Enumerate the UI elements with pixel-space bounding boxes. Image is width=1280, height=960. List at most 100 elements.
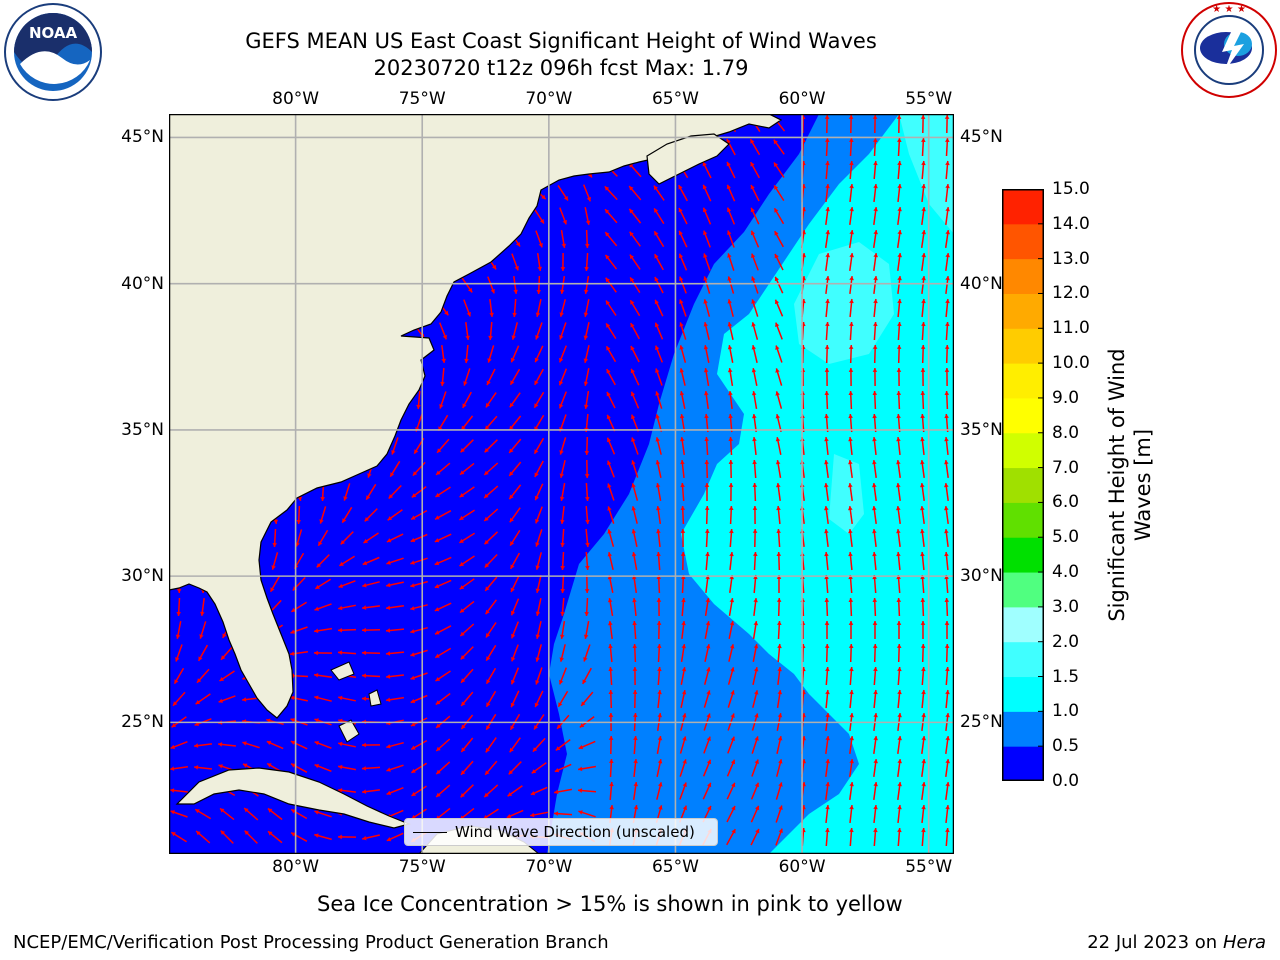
- arrow-head: [534, 357, 539, 363]
- arrow-head: [897, 322, 902, 326]
- arrow-head: [629, 231, 634, 237]
- arrow-head: [176, 589, 182, 593]
- colorbar-tick-label: 8.0: [1052, 422, 1080, 443]
- arrow-head: [678, 230, 683, 236]
- arrow-head: [775, 460, 781, 465]
- arrow-head: [606, 323, 611, 328]
- colorbar-frame: [1002, 189, 1044, 781]
- arrow-head: [514, 266, 519, 271]
- arrow-head: [848, 529, 853, 534]
- arrow-head: [825, 253, 830, 258]
- map-title: GEFS MEAN US East Coast Significant Heig…: [245, 29, 877, 53]
- arrow-head: [434, 560, 440, 566]
- arrow-head: [607, 460, 612, 465]
- arrow-head: [633, 805, 639, 810]
- arrow-head: [586, 196, 591, 202]
- arrow-head: [461, 678, 466, 683]
- arrow-head: [535, 611, 541, 616]
- noaa-logo-icon: NOAA: [4, 3, 102, 101]
- arrow-head: [751, 345, 756, 350]
- arrow-head: [945, 253, 950, 258]
- arrow-head: [872, 529, 877, 534]
- arrow-head: [535, 312, 541, 317]
- arrow-head: [848, 621, 854, 625]
- arrow-head: [585, 244, 590, 248]
- arrow-head: [411, 515, 416, 520]
- arrow-head: [434, 538, 440, 543]
- arrow-head: [340, 540, 345, 545]
- colorbar-tick-label: 9.0: [1052, 387, 1080, 408]
- arrow-head: [656, 552, 661, 557]
- arrow-head: [242, 697, 247, 702]
- arrow-head: [944, 552, 949, 557]
- arrow-head: [873, 805, 878, 810]
- arrow-head: [921, 253, 926, 258]
- arrow-head: [848, 598, 854, 602]
- arrow-head: [515, 242, 520, 247]
- arrow-head: [921, 667, 926, 672]
- arrow-head: [435, 515, 440, 520]
- arrow-head: [460, 631, 465, 636]
- arrow-head: [656, 529, 661, 534]
- arrow-head: [560, 519, 565, 524]
- arrow-head: [848, 506, 853, 511]
- arrow-head: [920, 529, 925, 534]
- arrow-head: [537, 266, 542, 271]
- lon-tick-label: 80°W: [272, 89, 320, 109]
- arrow-head: [558, 380, 564, 386]
- arrow-head: [944, 414, 949, 419]
- arrow-head: [777, 690, 783, 695]
- arrow-head: [489, 312, 494, 317]
- arrow-head: [290, 718, 295, 723]
- arrow-head: [775, 322, 780, 327]
- arrow-head: [510, 380, 515, 385]
- colorbar-tick-label: 10.0: [1052, 353, 1090, 374]
- arrow-head: [920, 115, 926, 119]
- arrow-head: [945, 230, 950, 235]
- arrow-head: [873, 667, 878, 672]
- arrow-head: [219, 677, 224, 681]
- arrow-head: [825, 161, 830, 166]
- arrow-head: [849, 805, 854, 810]
- arrow-head: [849, 828, 854, 833]
- arrow-head: [849, 759, 854, 764]
- lat-tick-label: 35°N: [960, 419, 1003, 440]
- arrow-head: [511, 657, 516, 662]
- arrow-head: [585, 497, 590, 501]
- arrow-head: [291, 763, 296, 768]
- arrow-head: [295, 542, 300, 547]
- arrow-head: [849, 667, 854, 672]
- arrow-head: [752, 437, 757, 442]
- arrow-head: [386, 674, 391, 679]
- arrow-head: [944, 368, 950, 372]
- arrow-head: [583, 634, 589, 639]
- arrow-head: [731, 829, 736, 834]
- arrow-head: [411, 493, 417, 498]
- arrow-head: [534, 472, 539, 477]
- arrow-head: [751, 253, 756, 258]
- arrow-head: [436, 746, 441, 751]
- arrow-head: [682, 713, 687, 718]
- arrow-head: [386, 744, 391, 749]
- arrow-head: [945, 299, 950, 304]
- arrow-head: [170, 810, 175, 815]
- arrow-head: [678, 253, 684, 259]
- arrow-head: [921, 805, 926, 810]
- arrow-head: [921, 207, 926, 212]
- colorbar-tick-label: 13.0: [1052, 248, 1090, 269]
- arrow-head: [848, 437, 853, 442]
- arrow-head: [605, 277, 610, 283]
- arrow-head: [706, 667, 711, 672]
- arrow-head: [707, 782, 712, 788]
- arrow-head: [437, 448, 442, 453]
- footer-date: 22 Jul 2023 on Hera: [1087, 932, 1266, 954]
- arrow-head: [825, 690, 830, 695]
- arrow-head: [945, 828, 950, 833]
- arrow-head: [584, 589, 590, 593]
- arrow-head: [678, 185, 683, 190]
- lat-tick-label: 40°N: [960, 273, 1003, 294]
- arrow-head: [386, 837, 392, 842]
- arrow-head: [897, 230, 902, 235]
- arrow-head: [460, 655, 465, 660]
- arrow-head: [535, 519, 540, 524]
